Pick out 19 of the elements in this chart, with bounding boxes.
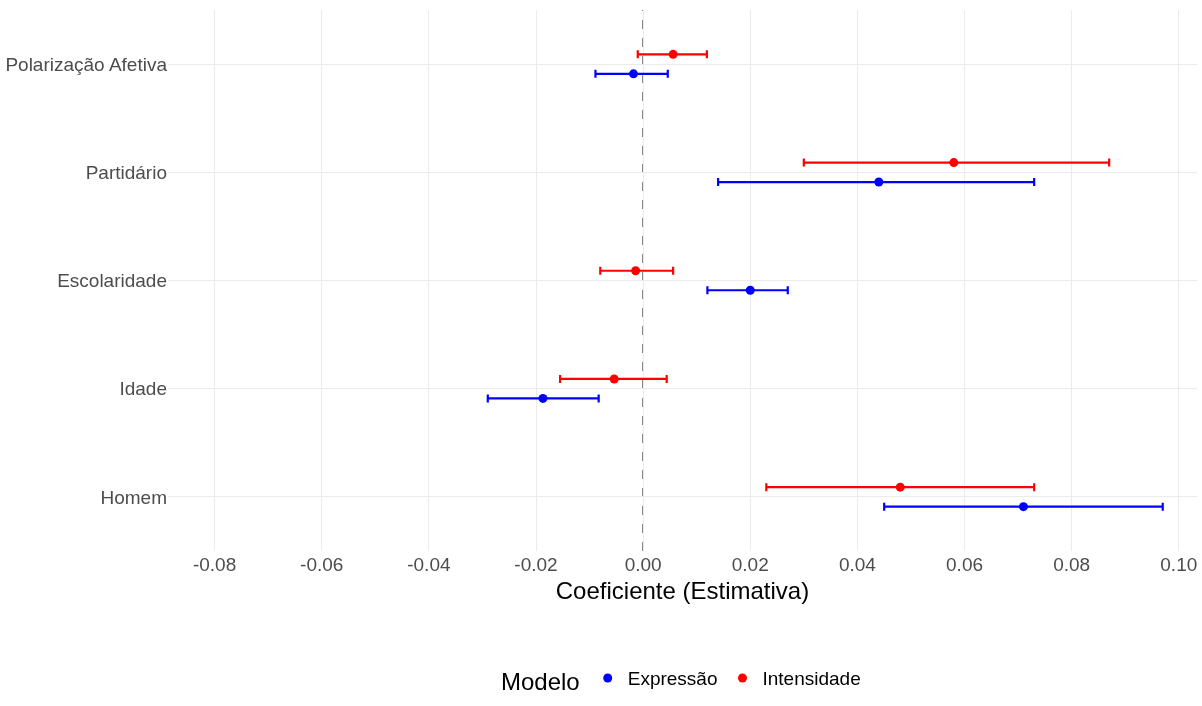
x-tick-label: 0.10 [1160,554,1198,575]
x-tick-label: -0.08 [192,554,237,575]
x-tick-label: 0.08 [1053,554,1091,575]
x-tick-label: -0.02 [514,554,558,575]
y-tick-label: Polarização Afetiva [5,53,168,75]
x-tick-label: 0.06 [946,554,984,575]
x-axis-title: Coeficiente (Estimativa) [555,577,810,605]
legend-title: Modelo [501,668,580,696]
legend-label: Intensidade [762,668,861,690]
x-tick-label: 0.04 [838,554,877,575]
legend-label: Expressão [627,668,718,690]
y-tick-label: Idade [119,378,167,400]
x-tick-label: 0.02 [731,554,769,575]
x-tick-label: -0.06 [300,554,344,575]
y-tick-label: Homem [100,486,167,508]
x-tick-label: 0.00 [624,554,662,575]
x-tick-label: -0.04 [407,554,451,575]
y-tick-label: Partidário [85,161,167,183]
y-tick-label: Escolaridade [57,270,167,292]
